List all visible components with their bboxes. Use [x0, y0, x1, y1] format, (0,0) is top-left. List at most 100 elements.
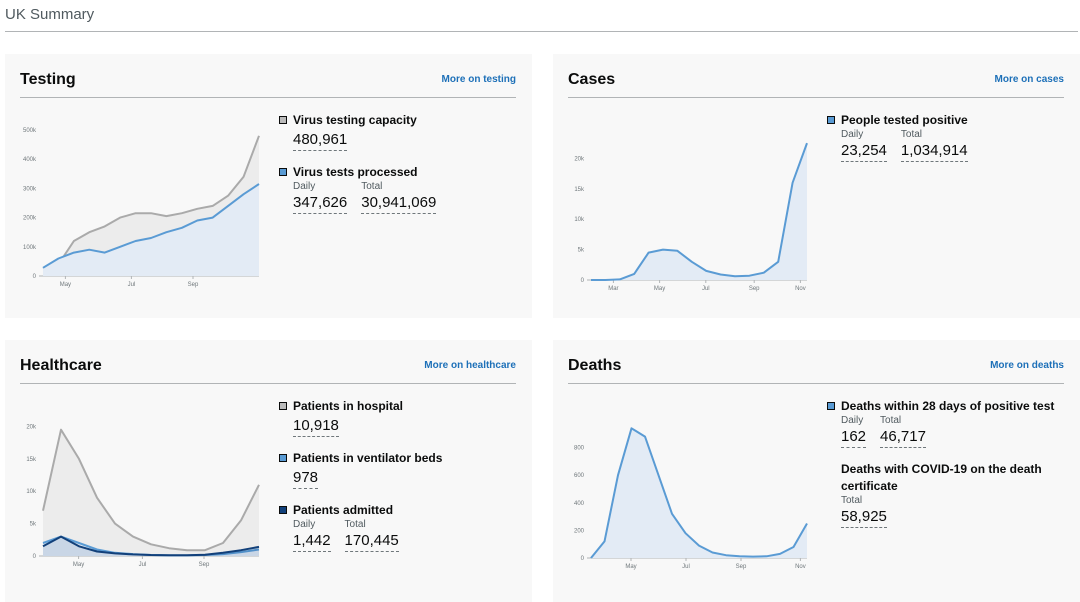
y-tick-label: 15k — [26, 457, 37, 463]
x-tick-label: Jul — [128, 282, 136, 288]
healthcare-card: Healthcare More on healthcare 0 5k 10k 15k 2… — [5, 340, 532, 602]
testing-title: Testing — [20, 71, 76, 88]
more-on-deaths-link[interactable]: More on deaths — [990, 360, 1064, 371]
cases-chart: 0 5k 10k 15k 20k Mar May Jul Sep Nov — [574, 142, 808, 292]
more-on-testing-link[interactable]: More on testing — [441, 74, 516, 85]
cases-metrics: People tested positive Daily 23,254 Tota… — [826, 112, 1076, 175]
deaths-chart: 0 200 400 600 800 May Jul Sep Nov — [574, 427, 808, 570]
y-tick-label: 5k — [578, 248, 585, 254]
y-tick-label: 400 — [574, 501, 585, 507]
total-label: Total — [344, 519, 366, 530]
y-tick-label: 100k — [23, 245, 37, 251]
testing-capacity-label: Virus testing capacity — [293, 113, 417, 127]
tested-positive-total[interactable]: 1,034,914 — [900, 141, 968, 162]
x-tick-label: Mar — [608, 286, 618, 292]
tests-processed-total[interactable]: 30,941,069 — [361, 193, 437, 214]
y-tick-label: 400k — [23, 157, 37, 163]
deaths-28-days-daily[interactable]: 162 — [841, 427, 867, 448]
ventilator-beds-label: Patients in ventilator beds — [293, 451, 443, 465]
x-tick-label: May — [73, 562, 84, 568]
y-tick-label: 200 — [574, 528, 585, 534]
deaths-28-days-metric: Deaths within 28 days of positive test D… — [826, 398, 1061, 448]
death-certificate-total[interactable]: 58,925 — [841, 507, 887, 528]
total-label: Total — [841, 495, 863, 506]
y-tick-label: 20k — [574, 156, 585, 162]
tested-positive-label: People tested positive — [841, 113, 968, 127]
patients-admitted-metric: Patients admitted Daily 1,442 Total 170,… — [278, 502, 528, 552]
patients-admitted-label: Patients admitted — [293, 503, 394, 517]
dark-blue-legend-swatch — [279, 506, 287, 514]
blue-legend-swatch — [279, 168, 287, 176]
x-tick-label: Sep — [736, 564, 747, 570]
deaths-28-days-label: Deaths within 28 days of positive test — [841, 399, 1055, 413]
y-tick-label: 200k — [23, 216, 37, 222]
ventilator-beds-metric: Patients in ventilator beds 978 — [278, 450, 528, 489]
y-tick-label: 0 — [581, 278, 585, 284]
y-tick-label: 600 — [574, 473, 585, 479]
blue-legend-swatch — [279, 454, 287, 462]
x-tick-label: Jul — [702, 286, 710, 292]
tests-processed-metric: Virus tests processed Daily 347,626 Tota… — [278, 164, 528, 214]
y-tick-label: 300k — [23, 186, 37, 192]
cases-card: Cases More on cases 0 5k 10k 15k 20k Mar May Ju… — [553, 54, 1080, 318]
patients-admitted-daily[interactable]: 1,442 — [293, 531, 331, 552]
patients-in-hospital-value[interactable]: 10,918 — [293, 416, 339, 437]
page-title: UK Summary — [5, 6, 95, 23]
series-area — [43, 429, 259, 556]
more-on-healthcare-link[interactable]: More on healthcare — [424, 360, 516, 371]
daily-label: Daily — [293, 519, 316, 530]
deaths-divider — [568, 383, 1064, 384]
y-tick-label: 10k — [574, 217, 585, 223]
blue-legend-swatch — [827, 402, 835, 410]
tests-processed-label: Virus tests processed — [293, 165, 418, 179]
series-line — [42, 135, 260, 270]
deaths-28-days-total[interactable]: 46,717 — [880, 427, 926, 448]
x-tick-label: Jul — [682, 564, 690, 570]
y-tick-label: 20k — [26, 424, 37, 430]
tested-positive-metric: People tested positive Daily 23,254 Tota… — [826, 112, 1076, 162]
total-label: Total — [900, 129, 923, 140]
x-tick-label: May — [60, 282, 71, 288]
series-line — [42, 428, 260, 552]
more-on-cases-link[interactable]: More on cases — [994, 74, 1064, 85]
ventilator-beds-value[interactable]: 978 — [293, 468, 319, 489]
series-line — [42, 183, 260, 269]
patients-admitted-total[interactable]: 170,445 — [344, 531, 399, 552]
tested-positive-daily[interactable]: 23,254 — [841, 141, 887, 162]
healthcare-divider — [20, 383, 516, 384]
series-line — [590, 427, 808, 559]
testing-chart: 0 100k 200k 300k 400k 500k May Jul Sep — [23, 128, 260, 288]
y-tick-label: 0 — [33, 274, 37, 280]
death-certificate-metric: Deaths with COVID-19 on the death certif… — [826, 461, 1061, 528]
total-label: Total — [361, 181, 383, 192]
patients-in-hospital-label: Patients in hospital — [293, 399, 404, 413]
testing-card: Testing More on testing 0 100k 200k 300k 400… — [5, 54, 532, 318]
daily-label: Daily — [841, 415, 864, 426]
grey-legend-swatch — [279, 116, 287, 124]
y-tick-label: 800 — [574, 446, 585, 452]
testing-capacity-metric: Virus testing capacity 480,961 — [278, 112, 528, 151]
series-area — [43, 536, 259, 556]
testing-metrics: Virus testing capacity 480,961 Virus tes… — [278, 112, 528, 227]
series-line — [591, 142, 808, 281]
series-area — [591, 428, 807, 558]
daily-label: Daily — [841, 129, 864, 140]
series-line — [42, 535, 260, 557]
daily-label: Daily — [293, 181, 316, 192]
y-tick-label: 15k — [574, 187, 585, 193]
x-tick-label: Sep — [188, 282, 199, 288]
testing-capacity-value[interactable]: 480,961 — [293, 130, 348, 151]
y-tick-label: 500k — [23, 128, 37, 134]
x-tick-label: Sep — [749, 286, 760, 292]
x-tick-label: May — [654, 286, 665, 292]
series-area — [43, 184, 259, 276]
y-tick-label: 5k — [30, 522, 37, 528]
healthcare-chart: 0 5k 10k 15k 20k May Jul Sep — [26, 424, 260, 568]
deaths-title: Deaths — [568, 357, 622, 374]
x-tick-label: Nov — [795, 286, 806, 292]
patients-in-hospital-metric: Patients in hospital 10,918 — [278, 398, 528, 437]
tests-processed-daily[interactable]: 347,626 — [293, 193, 348, 214]
healthcare-title: Healthcare — [20, 357, 102, 374]
testing-divider — [20, 97, 516, 98]
series-area — [591, 143, 807, 280]
